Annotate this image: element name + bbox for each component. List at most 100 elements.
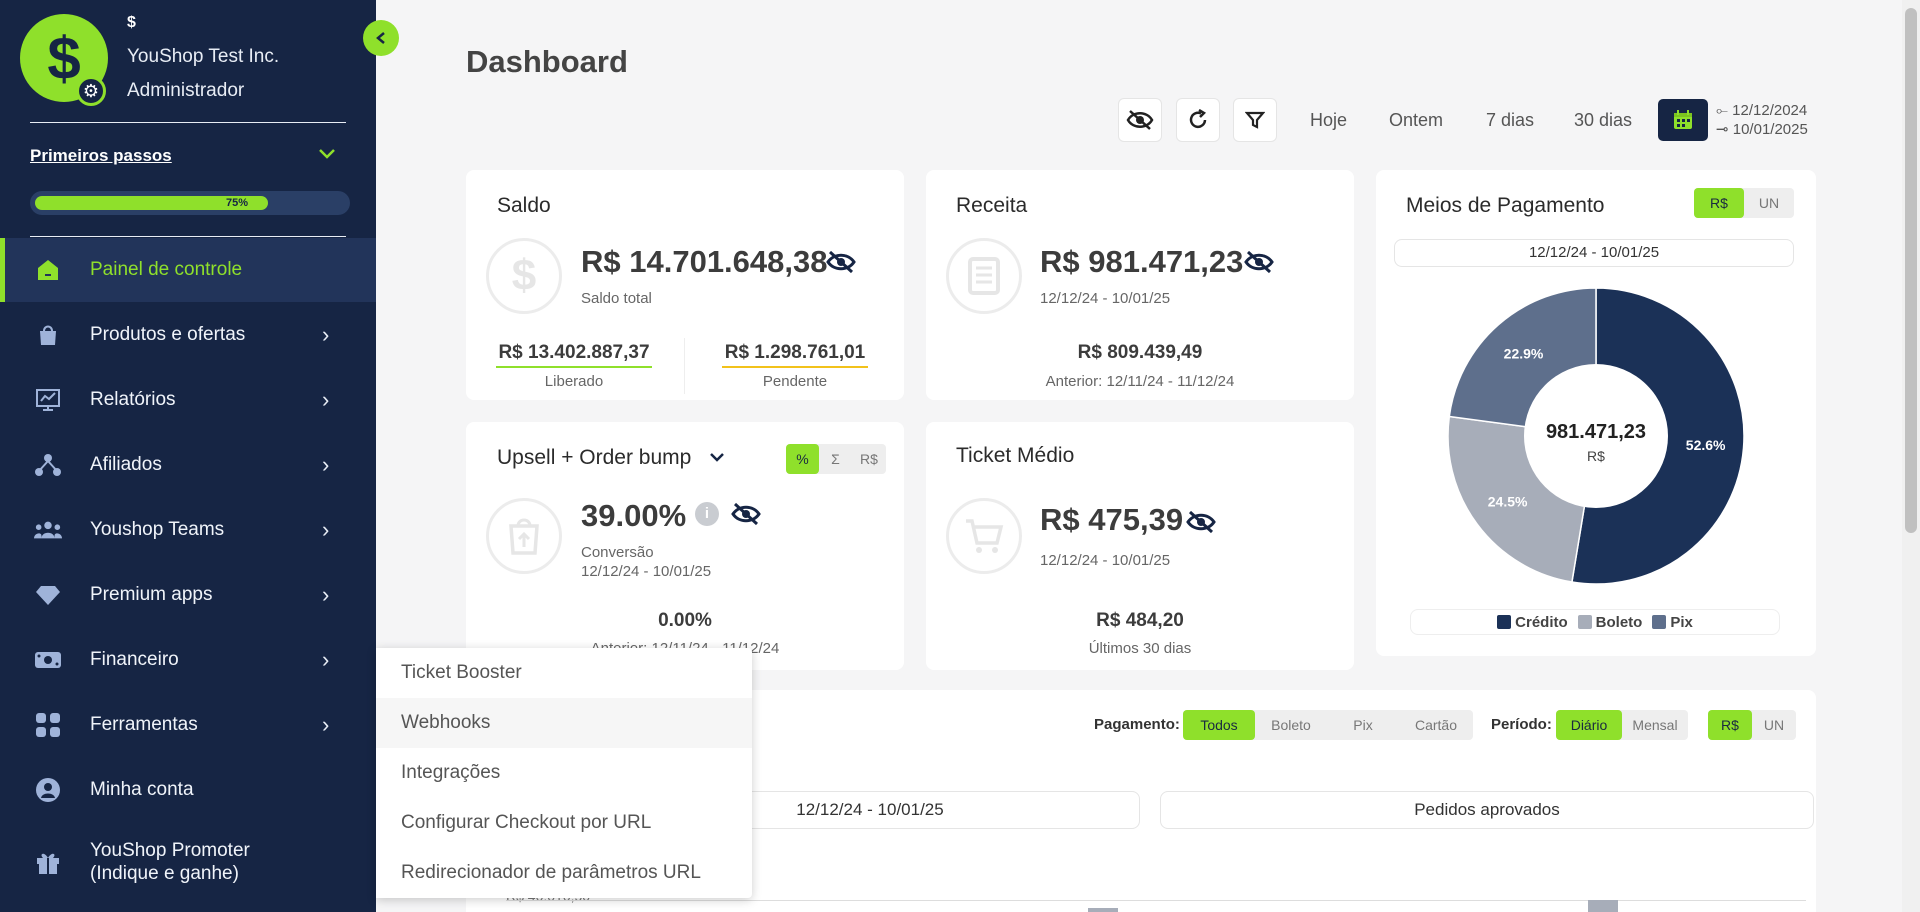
range-30-days[interactable]: 30 dias xyxy=(1574,110,1633,130)
range-today[interactable]: Hoje xyxy=(1310,110,1348,130)
toggle-currency[interactable]: R$ xyxy=(1694,188,1744,218)
sidebar-item-relatorios[interactable]: Relatórios › xyxy=(0,368,376,432)
sidebar-item-painel[interactable]: Painel de controle xyxy=(0,238,376,302)
filter-diario[interactable]: Diário xyxy=(1556,710,1622,740)
eye-off-icon[interactable] xyxy=(731,502,761,526)
toggle-units[interactable]: UN xyxy=(1758,195,1780,211)
sidebar-item-teams[interactable]: Youshop Teams › xyxy=(0,498,376,562)
donut-center-value: 981.471,23 xyxy=(1546,421,1646,443)
eye-off-icon[interactable] xyxy=(1244,250,1274,274)
first-steps-progress: 75% xyxy=(30,191,350,215)
period-filter-toggle: Diário Mensal xyxy=(1556,710,1688,740)
calendar-button[interactable] xyxy=(1658,99,1708,141)
sidebar-item-financeiro[interactable]: Financeiro › xyxy=(0,628,376,692)
filter-pix[interactable]: Pix xyxy=(1353,717,1373,733)
upsell-previous-value: 0.00% xyxy=(658,610,712,631)
menu-item-integracoes[interactable]: Integrações xyxy=(401,762,501,783)
toggle-percent[interactable]: % xyxy=(786,444,819,474)
gear-icon[interactable]: ⚙ xyxy=(76,76,106,106)
refresh-button[interactable] xyxy=(1176,98,1220,142)
sidebar-item-label: Ferramentas xyxy=(90,714,198,735)
upsell-period: 12/12/24 - 10/01/25 xyxy=(581,563,712,580)
promoter-line-2: (Indique e ganhe) xyxy=(90,863,239,884)
diamond-icon xyxy=(34,581,62,609)
date-from: ⟜ 12/12/2024 xyxy=(1716,102,1808,119)
users-icon xyxy=(34,516,62,544)
filter-button[interactable] xyxy=(1233,98,1277,142)
date-to: ⊸ 10/01/2025 xyxy=(1716,121,1808,138)
upsell-card: Upsell + Order bump % Σ R$ 39.00% i Conv… xyxy=(466,422,904,670)
eye-off-icon[interactable] xyxy=(826,250,856,274)
sidebar-collapse-button[interactable] xyxy=(363,20,399,56)
ticket-value: R$ 475,39 xyxy=(1040,502,1184,537)
sidebar-item-promoter[interactable]: YouShop Promoter (Indique e ganhe) xyxy=(0,830,376,894)
avatar[interactable]: $ xyxy=(20,14,108,102)
tools-dropdown-menu: Ticket Booster Webhooks Integrações Conf… xyxy=(376,648,752,898)
sales-unit-toggle: R$ UN xyxy=(1708,710,1796,740)
toggle-units[interactable]: UN xyxy=(1763,717,1785,733)
range-yesterday[interactable]: Ontem xyxy=(1389,110,1444,130)
info-icon[interactable]: i xyxy=(695,502,719,526)
saldo-card: Saldo $ R$ 14.701.648,38 Saldo total R$ … xyxy=(466,170,904,400)
legend-boleto[interactable]: Boleto xyxy=(1577,613,1643,631)
filter-cartao[interactable]: Cartão xyxy=(1414,717,1458,733)
upsell-mode-toggle: % Σ R$ xyxy=(786,444,886,474)
sidebar: $ ⚙ $ YouShop Test Inc. Administrador Pr… xyxy=(0,0,376,912)
filter-boleto[interactable]: Boleto xyxy=(1271,717,1311,733)
chevron-down-icon[interactable] xyxy=(318,144,336,165)
shopping-bag-icon xyxy=(34,321,62,349)
first-steps-toggle[interactable]: Primeiros passos xyxy=(30,146,172,165)
sidebar-item-ferramentas[interactable]: Ferramentas › xyxy=(0,693,376,757)
menu-item-ticket-booster[interactable]: Ticket Booster xyxy=(401,662,522,683)
network-icon xyxy=(34,451,62,479)
filter-todos[interactable]: Todos xyxy=(1183,710,1255,740)
report-icon xyxy=(34,386,62,414)
donut-center-unit: R$ xyxy=(1587,448,1605,464)
filter-icon xyxy=(1245,111,1265,129)
upsell-title[interactable]: Upsell + Order bump xyxy=(497,446,725,470)
menu-item-webhooks[interactable]: Webhooks xyxy=(376,698,752,748)
legend-credito[interactable]: Crédito xyxy=(1497,614,1568,631)
toggle-sum[interactable]: Σ xyxy=(831,451,840,467)
gridline xyxy=(506,900,1806,901)
apps-grid-icon xyxy=(34,711,62,739)
donut-hole xyxy=(1524,364,1668,508)
sidebar-item-premium[interactable]: Premium apps › xyxy=(0,563,376,627)
ticket-previous-label: Últimos 30 dias xyxy=(1088,640,1192,657)
hide-values-button[interactable] xyxy=(1118,98,1162,142)
user-circle-icon xyxy=(34,776,62,804)
toggle-currency[interactable]: R$ xyxy=(860,451,878,467)
sidebar-item-produtos[interactable]: Produtos e ofertas › xyxy=(0,303,376,367)
toggle-currency[interactable]: R$ xyxy=(1708,710,1752,740)
payments-legend: Crédito Boleto Pix xyxy=(1410,609,1780,635)
range-7-days[interactable]: 7 dias xyxy=(1486,110,1535,130)
sales-metric-select[interactable]: Pedidos aprovados xyxy=(1160,791,1814,829)
donut-label-crédito: 52.6% xyxy=(1686,437,1726,453)
legend-boleto-label: Boleto xyxy=(1595,613,1643,631)
progress-fill: 75% xyxy=(35,196,268,210)
eye-off-icon[interactable] xyxy=(1186,510,1216,534)
divider xyxy=(30,122,346,123)
company-name: YouShop Test Inc. xyxy=(127,46,280,67)
payment-filter-label: Pagamento: xyxy=(1094,716,1180,733)
sidebar-item-conta[interactable]: Minha conta xyxy=(0,758,376,822)
menu-item-checkout-url[interactable]: Configurar Checkout por URL xyxy=(401,812,652,833)
chevron-right-icon: › xyxy=(322,452,330,477)
chart-bar xyxy=(1088,908,1118,912)
payments-title: Meios de Pagamento xyxy=(1406,194,1605,217)
chevron-right-icon: › xyxy=(322,712,330,737)
menu-item-redirecionador[interactable]: Redirecionador de parâmetros URL xyxy=(401,862,701,883)
pendente-value: R$ 1.298.761,01 xyxy=(722,342,868,368)
refresh-icon xyxy=(1189,109,1207,129)
pendente-label: Pendente xyxy=(762,373,828,390)
receita-title: Receita xyxy=(956,194,1028,217)
legend-pix[interactable]: Pix xyxy=(1652,614,1693,631)
sidebar-item-label: YouShop Promoter (Indique e ganhe) xyxy=(90,839,250,885)
sidebar-item-afiliados[interactable]: Afiliados › xyxy=(0,433,376,497)
promoter-line-1: YouShop Promoter xyxy=(90,840,250,861)
receita-card: Receita R$ 981.471,23 12/12/24 - 10/01/2… xyxy=(926,170,1354,400)
scrollbar-thumb[interactable] xyxy=(1905,8,1917,533)
receita-previous-label: Anterior: 12/11/24 - 11/12/24 xyxy=(1045,373,1235,390)
filter-mensal[interactable]: Mensal xyxy=(1632,717,1678,733)
document-icon xyxy=(946,238,1022,314)
